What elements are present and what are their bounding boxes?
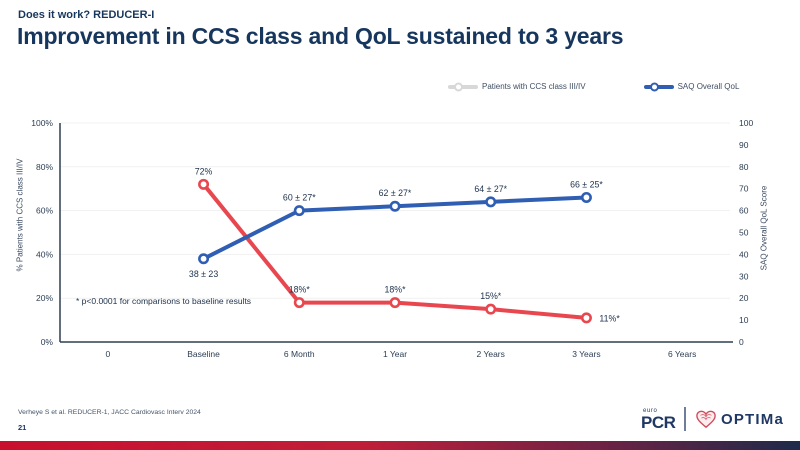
data-point (198, 178, 210, 190)
data-point (580, 191, 592, 203)
data-point (389, 200, 401, 212)
page-title: Improvement in CCS class and QoL sustain… (17, 23, 624, 49)
legend-marker-icon (649, 82, 659, 91)
data-point (580, 312, 592, 324)
left-axis-tick: 40% (36, 249, 53, 259)
data-label: 66 ± 25* (570, 179, 603, 189)
chart-legend: Patients with CCS class III/IV SAQ Overa… (448, 82, 739, 91)
left-axis-tick: 60% (36, 206, 53, 216)
europcr-logo-main-text: PCR (641, 412, 676, 432)
left-axis-title: % Patients with CCS class III/IV (15, 158, 25, 272)
data-point (198, 253, 210, 265)
right-axis-tick: 70 (739, 184, 749, 194)
x-axis-tick: 6 Month (284, 349, 315, 359)
x-axis-tick: 6 Years (668, 349, 696, 359)
slide-kicker: Does it work? REDUCER-I (18, 9, 155, 21)
line-chart: 0% 20% 40% 60% 80% 100% 0 10 20 30 40 50 60 70 80 90 100… (0, 108, 800, 370)
data-label: 15%* (480, 291, 502, 301)
right-axis-tick: 100 (739, 118, 753, 128)
europcr-logo: euro PCR (641, 407, 676, 432)
right-axis-tick: 80 (739, 162, 749, 172)
legend-label-saq: SAQ Overall QoL (677, 82, 740, 91)
x-axis-tick: 1 Year (383, 349, 407, 359)
data-label: 18%* (289, 285, 311, 295)
data-point (389, 297, 401, 309)
page-number: 21 (18, 423, 27, 432)
citation-text: Verheye S et al. REDUCER-1, JACC Cardiov… (18, 409, 201, 416)
left-axis-tick: 20% (36, 293, 53, 303)
data-label: 11%* (599, 313, 620, 323)
x-axis-tick: 2 Years (477, 349, 505, 359)
right-axis-tick: 30 (739, 271, 749, 281)
optima-logo-text: OPTIMa (720, 410, 784, 428)
logo-divider (684, 407, 686, 431)
data-point (293, 205, 305, 217)
right-axis-tick: 60 (739, 206, 749, 216)
legend-label-ccs: Patients with CCS class III/IV (482, 82, 586, 91)
footer-logos: euro PCR OPTIMa (641, 404, 784, 434)
data-label: 64 ± 27* (474, 184, 507, 194)
legend-item-saq: SAQ Overall QoL (643, 82, 740, 91)
europcr-logo-top-text: euro (643, 407, 658, 414)
right-axis-tick: 50 (739, 228, 749, 238)
data-label: 62 ± 27* (379, 188, 412, 198)
right-axis-title: SAQ Overall QoL Score (759, 185, 769, 271)
x-axis-tick: 3 Years (572, 349, 600, 359)
chart-canvas: 0% 20% 40% 60% 80% 100% 0 10 20 30 40 50 60 70 80 90 100… (31, 118, 753, 359)
right-axis-tick: 0 (739, 337, 744, 347)
data-label: 72% (195, 166, 213, 176)
legend-swatch-saq (643, 82, 674, 91)
data-point (485, 303, 497, 315)
x-axis-tick: Baseline (187, 349, 220, 359)
data-label: 38 ± 23 (189, 269, 218, 279)
legend-item-ccs: Patients with CCS class III/IV (448, 82, 586, 91)
right-axis-tick: 20 (739, 293, 749, 303)
x-axis-tick: 0 (105, 349, 110, 359)
data-label: 60 ± 27* (283, 193, 316, 203)
legend-marker-icon (454, 82, 463, 91)
right-axis-tick: 10 (739, 315, 749, 325)
pvalue-annotation: * p<0.0001 for comparisons to baseline r… (76, 296, 252, 306)
data-label: 18%* (384, 285, 406, 295)
optima-logo: OPTIMa (695, 409, 784, 429)
data-point (293, 297, 305, 309)
left-axis-tick: 0% (41, 337, 54, 347)
left-axis-tick: 80% (36, 162, 53, 172)
heart-icon (696, 410, 716, 429)
right-axis-tick: 40 (739, 249, 749, 259)
data-point (485, 196, 497, 208)
bottom-accent-bar (0, 441, 800, 450)
left-axis-tick: 100% (31, 118, 53, 128)
legend-swatch-ccs (448, 82, 478, 91)
right-axis-tick: 90 (739, 140, 749, 150)
